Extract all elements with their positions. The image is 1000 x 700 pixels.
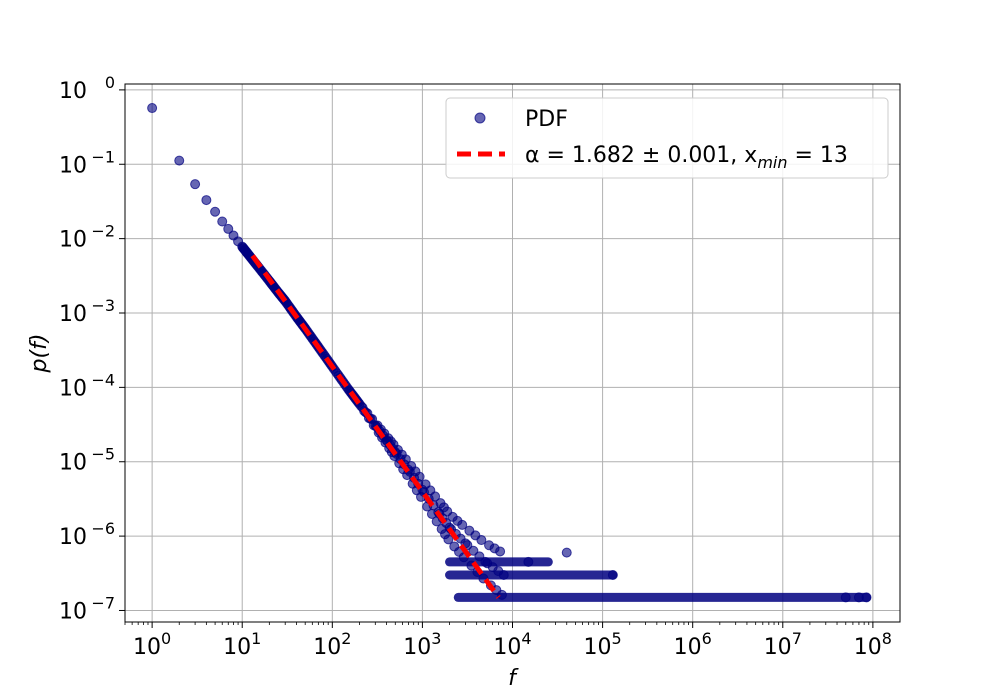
x-tick-label: 108 — [854, 629, 892, 660]
pdf-point — [561, 547, 572, 558]
y-tick-label: 10 −2 — [59, 222, 115, 253]
pdf-point — [223, 223, 234, 234]
y-tick-label: 10 −6 — [59, 519, 115, 550]
pdf-point — [457, 519, 468, 530]
legend-pdf-label: PDF — [525, 107, 568, 132]
y-tick-label: 10 0 — [59, 73, 115, 104]
pdf-point — [476, 535, 487, 546]
y-tick-label: 10 −5 — [59, 445, 115, 476]
pdf-point — [430, 491, 441, 502]
pdf-point — [468, 545, 479, 556]
pdf-point — [495, 546, 506, 557]
legend: PDF α = 1.682 ± 0.001, xmin = 13 — [445, 97, 889, 179]
pdf-outlier-point — [861, 592, 872, 603]
pdf-point — [201, 195, 212, 206]
pdf-point — [443, 534, 454, 545]
pdf-point — [414, 471, 425, 482]
data-marks — [147, 103, 872, 603]
x-tick-label: 101 — [223, 629, 261, 660]
pdf-outlier-point — [840, 592, 851, 603]
legend-fit-label: α = 1.682 ± 0.001, xmin = 13 — [525, 143, 848, 172]
x-tick-label: 102 — [313, 629, 351, 660]
x-tick-label: 107 — [764, 629, 802, 660]
x-axis-label: f — [508, 666, 519, 691]
fit-line — [250, 254, 501, 599]
legend-box — [445, 97, 889, 179]
x-tick-label: 104 — [493, 629, 531, 660]
pdf-point — [210, 206, 221, 217]
y-tick-label: 10 −1 — [59, 147, 115, 178]
x-tick-label: 106 — [674, 629, 712, 660]
legend-pdf-marker — [474, 112, 486, 124]
x-tick-label: 103 — [403, 629, 441, 660]
pdf-point — [147, 103, 158, 114]
axes-frame — [124, 83, 901, 623]
y-tick-label: 10 −4 — [59, 370, 115, 401]
x-tick-label: 105 — [584, 629, 622, 660]
x-tick-label: 100 — [133, 629, 171, 660]
y-tick-label: 10 −3 — [59, 296, 115, 327]
pdf-point — [190, 179, 201, 190]
pdf-point — [217, 216, 228, 227]
y-tick-label: 10 −7 — [59, 593, 115, 624]
x-axis-ticks: 100 101 102 103 104 105 106 107 108 — [124, 622, 892, 660]
pdf-point — [174, 155, 185, 166]
y-axis-label: p(f) — [27, 334, 52, 374]
